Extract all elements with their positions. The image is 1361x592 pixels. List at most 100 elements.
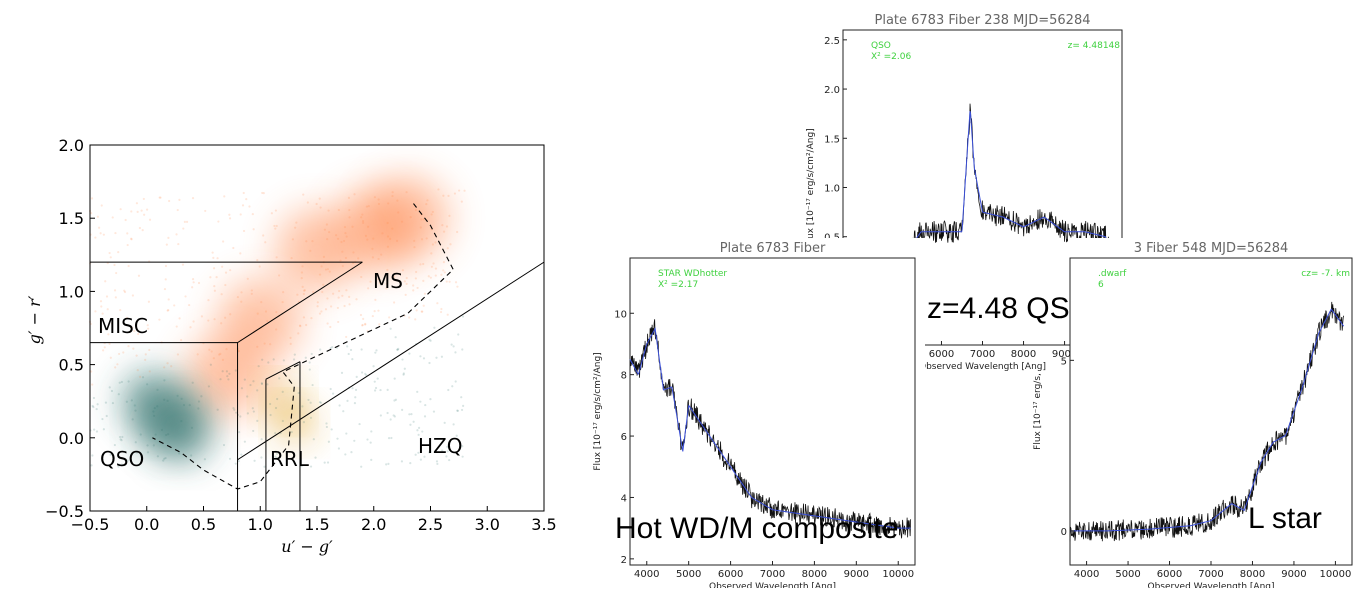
scatter-point — [376, 377, 379, 380]
scatter-point — [422, 262, 425, 266]
scatter-point — [99, 232, 102, 235]
scatter-point — [275, 328, 278, 331]
scatter-point — [239, 213, 242, 216]
scatter-point — [216, 408, 219, 411]
scatter-point — [348, 216, 351, 219]
scatter-point — [109, 356, 112, 359]
scatter-point — [124, 218, 127, 222]
scatter-point — [165, 243, 168, 246]
y-axis-label: g′ − r′ — [25, 295, 44, 344]
scatter-point — [460, 200, 463, 203]
scatter-point — [158, 196, 161, 199]
scatter-point — [377, 278, 380, 281]
scatter-point — [212, 267, 216, 270]
scatter-point — [308, 368, 311, 371]
scatter-point — [219, 352, 222, 355]
scatter-point — [241, 204, 245, 207]
scatter-point — [419, 400, 422, 403]
scatter-point — [446, 450, 449, 453]
scatter-point — [366, 238, 369, 241]
scatter-point — [212, 256, 215, 259]
scatter-point — [446, 247, 449, 250]
scatter-point — [252, 429, 255, 433]
scatter-point — [447, 194, 450, 197]
scatter-point — [302, 292, 305, 296]
scatter-point — [409, 423, 412, 426]
scatter-point — [208, 348, 211, 351]
scatter-point — [420, 238, 424, 241]
density-blob-ms — [275, 208, 359, 293]
scatter-point — [274, 209, 277, 212]
scatter-point — [260, 382, 264, 386]
scatter-point — [436, 302, 439, 305]
scatter-point — [260, 438, 263, 441]
scatter-point — [113, 263, 116, 267]
scatter-point — [429, 276, 432, 279]
scatter-point — [458, 189, 461, 192]
scatter-point — [355, 375, 358, 378]
scatter-point — [189, 326, 192, 329]
scatter-point — [222, 443, 226, 447]
scatter-point — [96, 215, 99, 218]
scatter-point — [319, 348, 322, 351]
scatter-point — [443, 271, 446, 274]
scatter-point — [429, 339, 432, 342]
scatter-point — [221, 370, 224, 373]
scatter-point — [136, 210, 139, 213]
scatter-point — [239, 252, 242, 255]
scatter-point — [163, 398, 166, 401]
scatter-point — [117, 463, 120, 466]
scatter-point — [435, 356, 438, 359]
y-tick-label: 0.0 — [59, 429, 84, 448]
scatter-point — [440, 307, 443, 311]
scatter-point — [433, 326, 436, 329]
scatter-point — [417, 451, 420, 454]
scatter-point — [111, 401, 115, 405]
scatter-point — [448, 214, 451, 217]
scatter-point — [91, 383, 94, 386]
scatter-point — [454, 281, 458, 284]
scatter-point — [309, 465, 313, 468]
scatter-point — [423, 455, 426, 458]
scatter-point — [100, 204, 103, 207]
y-ticks: −0.5 0.0 0.5 1.0 1.5 2.0 — [45, 136, 95, 521]
scatter-point — [414, 318, 417, 321]
scatter-point — [297, 332, 300, 335]
scatter-point — [226, 375, 229, 378]
big-label-qso: z=4.48 QSO — [927, 292, 1093, 325]
scatter-point — [118, 381, 121, 384]
y-axis-label: Flux [10⁻¹⁷ erg/s, — [1033, 373, 1043, 450]
scatter-point — [324, 308, 328, 311]
x-tick-label: 1.0 — [248, 515, 273, 534]
scatter-point — [111, 216, 114, 219]
x-ticks: −0.5 0.0 0.5 1.0 1.5 2.0 2.5 3.0 3.5 — [71, 506, 557, 534]
scatter-point — [122, 351, 125, 354]
scatter-point — [424, 403, 427, 407]
scatter-point — [123, 289, 126, 292]
x-axis-label: Observed Wavelength [Ang] — [1147, 582, 1274, 588]
scatter-point — [290, 257, 293, 260]
scatter-point — [442, 261, 446, 264]
scatter-point — [152, 444, 155, 447]
scatter-point — [323, 461, 326, 464]
x-tick-label: 9000 — [1281, 569, 1306, 580]
scatter-point — [303, 289, 306, 292]
scatter-point — [350, 450, 353, 454]
scatter-point — [457, 333, 460, 336]
scatter-point — [222, 240, 225, 243]
y-tick-label: 2.0 — [824, 85, 840, 96]
scatter-point — [452, 423, 455, 426]
scatter-point — [401, 358, 404, 361]
scatter-point — [320, 310, 323, 313]
y-tick-label: 5 — [1061, 356, 1067, 367]
scatter-point — [456, 230, 459, 234]
scatter-point — [207, 319, 210, 322]
scatter-point — [386, 268, 389, 272]
scatter-point — [263, 465, 266, 468]
scatter-point — [361, 324, 364, 327]
scatter-point — [307, 398, 310, 402]
scatter-point — [141, 228, 144, 232]
scatter-point — [341, 264, 344, 268]
scatter-point — [164, 264, 168, 268]
scatter-point — [432, 410, 436, 413]
